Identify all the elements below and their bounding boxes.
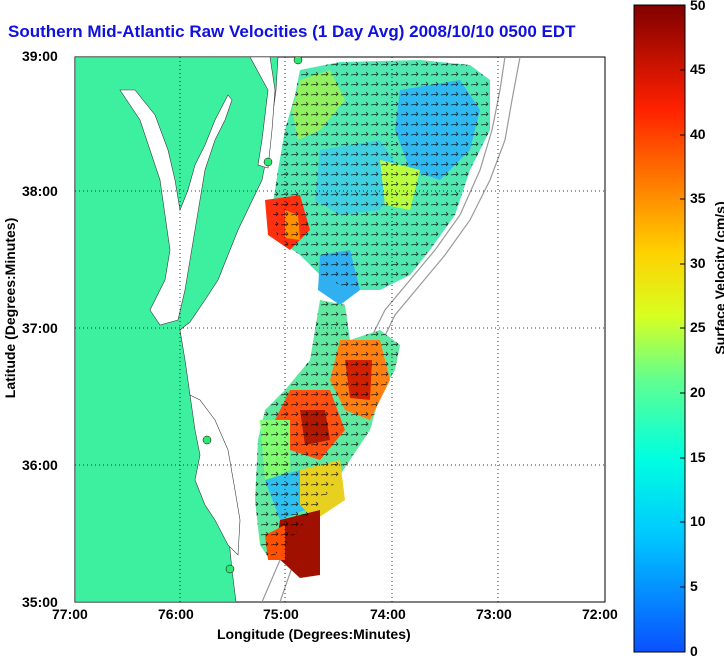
station-marker [293, 57, 303, 65]
x-tick-label: 72:00 [582, 606, 618, 622]
map-title: Southern Mid-Atlantic Raw Velocities (1 … [8, 22, 576, 41]
y-tick-label: 35:00 [22, 594, 58, 610]
colorbar-tick: 0 [690, 643, 698, 659]
colorbar-tick: 10 [690, 513, 706, 529]
y-tick-label: 36:00 [22, 457, 58, 473]
y-tick-label: 37:00 [22, 320, 58, 336]
delaware-bay [249, 57, 276, 169]
x-tick-label: 75:00 [263, 606, 299, 622]
colorbar-tick: 5 [690, 578, 698, 594]
x-tick-label: 73:00 [476, 606, 512, 622]
y-tick-label: 38:00 [22, 183, 58, 199]
x-tick-label: 76:00 [158, 606, 194, 622]
pamlico-sound [189, 394, 241, 556]
colorbar-tick: 25 [690, 319, 706, 335]
colorbar-label: Surface Velocity (cm/s) [712, 201, 724, 355]
colorbar-tick: 15 [690, 449, 706, 465]
y-tick-label: 39:00 [22, 48, 58, 64]
y-axis-label: Latitude (Degrees:Minutes) [2, 217, 18, 399]
colorbar-tick: 50 [690, 0, 706, 13]
station-marker [225, 564, 235, 574]
colorbar [633, 4, 686, 653]
colorbar-tick: 40 [690, 126, 706, 142]
station-marker [202, 435, 212, 445]
grid [75, 57, 605, 602]
colorbar-tick: 35 [690, 190, 706, 206]
station-marker [263, 157, 273, 167]
colorbar-tick: 30 [690, 255, 706, 271]
x-axis-label: Longitude (Degrees:Minutes) [217, 626, 411, 642]
chesapeake-bay [119, 89, 233, 326]
x-tick-label: 74:00 [370, 606, 406, 622]
colorbar-tick: 20 [690, 384, 706, 400]
x-tick-label: 77:00 [52, 606, 88, 622]
colorbar-tick: 45 [690, 61, 706, 77]
